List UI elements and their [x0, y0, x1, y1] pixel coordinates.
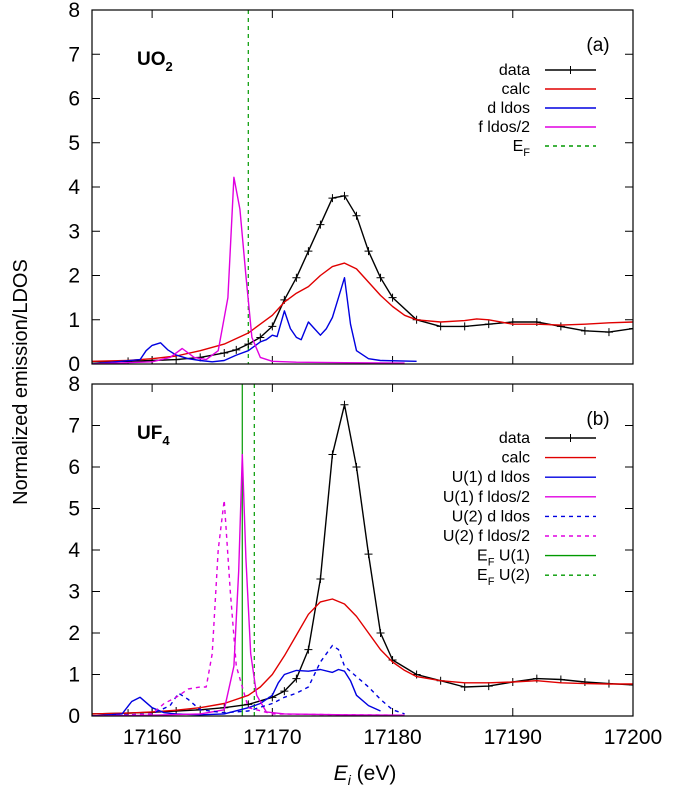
data-point-marker: [460, 682, 469, 691]
legend: data calc U(1) d ldos U(1) f ldos/2 U(2) d l…: [443, 430, 596, 588]
data-point-marker: [352, 211, 361, 220]
legend-marker: [566, 66, 575, 74]
series-line-calc: [92, 262, 633, 362]
data-point-marker: [256, 333, 265, 342]
y-tick-label: 5: [68, 132, 80, 155]
data-point-marker: [376, 629, 385, 637]
legend-entry-label: data: [499, 62, 530, 79]
series-line-f2: [92, 499, 405, 716]
y-tick-label: 3: [68, 220, 80, 243]
legend-entry-label: d ldos: [487, 100, 530, 117]
y-tick-label: 6: [68, 88, 80, 111]
y-tick-label: 0: [68, 705, 80, 728]
data-point-marker: [556, 322, 565, 331]
y-tick-label: 7: [68, 415, 80, 438]
data-point-marker: [292, 674, 301, 683]
data-point-marker: [484, 320, 493, 329]
y-tick-label: 8: [68, 373, 80, 396]
y-tick-label: 6: [68, 456, 80, 479]
panel-label: (b): [586, 409, 609, 430]
series-line-f1: [92, 453, 405, 716]
y-tick-label: 0: [68, 353, 80, 376]
compound-label: UO2: [137, 49, 173, 74]
legend-entry-label: U(2) d ldos: [452, 508, 530, 525]
y-tick-label: 5: [68, 498, 80, 521]
data-point-marker: [268, 322, 277, 331]
data-point-marker: [304, 645, 313, 654]
legend-entry-label: EF U(2): [477, 567, 530, 588]
x-axis-label: Ei (eV): [334, 762, 397, 787]
data-point-marker: [340, 191, 349, 200]
x-tick-label: 17160: [123, 726, 181, 749]
data-point-marker: [376, 273, 385, 282]
series-line-d_ldos: [92, 277, 417, 364]
legend-entry-label: U(2) f ldos/2: [443, 528, 530, 545]
data-point-marker: [316, 575, 325, 584]
data-point-marker: [352, 463, 361, 471]
data-point-marker: [580, 677, 589, 686]
series-line-f_ldos: [92, 176, 405, 364]
y-tick-label: 8: [68, 0, 80, 22]
x-tick-label: 17180: [363, 726, 421, 749]
data-point-marker: [604, 328, 613, 337]
legend-entry-label: f ldos/2: [478, 119, 530, 136]
data-point-marker: [340, 400, 349, 409]
series-line-data: [92, 404, 633, 715]
legend-entry-label: EF U(1): [477, 548, 530, 569]
legend-marker: [566, 434, 575, 442]
legend-entry-label: U(1) f ldos/2: [443, 489, 530, 506]
y-tick-label: 2: [68, 622, 80, 645]
plot-area: [92, 400, 633, 716]
data-point-marker: [629, 324, 633, 333]
data-point-marker: [436, 322, 445, 331]
y-tick-label: 3: [68, 581, 80, 604]
x-tick-label: 17190: [484, 726, 542, 749]
panel-a: 0 1 2 3 4 5 6 7 8 (a) UO2 data calc d ldos f ldos/2 EF: [68, 0, 634, 376]
plot-frame: [91, 383, 634, 717]
series-line-calc: [92, 598, 633, 715]
y-tick-label: 1: [68, 309, 80, 332]
data-point-marker: [328, 194, 337, 203]
compound-label: UF4: [137, 423, 170, 448]
data-point-marker: [388, 293, 397, 302]
series-line-data: [92, 195, 633, 363]
plot-area: [92, 176, 633, 364]
y-tick-label: 1: [68, 664, 80, 687]
data-point-marker: [580, 326, 589, 335]
data-point-marker: [328, 450, 337, 459]
data-point-marker: [629, 680, 633, 689]
panel-label: (a): [586, 35, 609, 56]
data-point-marker: [316, 220, 325, 229]
legend: data calc d ldos f ldos/2 EF: [478, 62, 596, 159]
data-point-marker: [304, 247, 313, 256]
plot-frame: [91, 9, 634, 365]
data-point-marker: [244, 340, 253, 349]
y-tick-label: 4: [68, 176, 80, 199]
x-tick-label: 17200: [604, 726, 662, 749]
series-line-d1: [92, 668, 381, 716]
legend-entry-label: data: [499, 430, 530, 447]
x-tick-label: 17170: [243, 726, 301, 749]
panel-b: 0 1 2 3 4 5 6 7 8 17160 17170 17180 17190 17200 (b) UF4…: [68, 373, 662, 749]
legend-entry-label: calc: [502, 81, 530, 98]
data-point-marker: [460, 322, 469, 331]
legend-entry-label: U(1) d ldos: [452, 469, 530, 486]
legend-entry-label: EF: [513, 138, 531, 159]
series-line-d2: [92, 644, 405, 716]
y-axis-label: Normalized emission/LDOS: [10, 259, 32, 505]
data-point-marker: [172, 355, 181, 364]
data-point-marker: [232, 345, 241, 354]
y-tick-label: 2: [68, 265, 80, 288]
data-point-marker: [220, 348, 229, 357]
legend-entry-label: calc: [502, 450, 530, 467]
y-tick-label: 4: [68, 539, 80, 562]
data-point-marker: [280, 687, 289, 696]
y-tick-label: 7: [68, 43, 80, 66]
data-point-marker: [364, 247, 373, 256]
data-point-marker: [292, 273, 301, 282]
data-point-marker: [364, 550, 373, 559]
